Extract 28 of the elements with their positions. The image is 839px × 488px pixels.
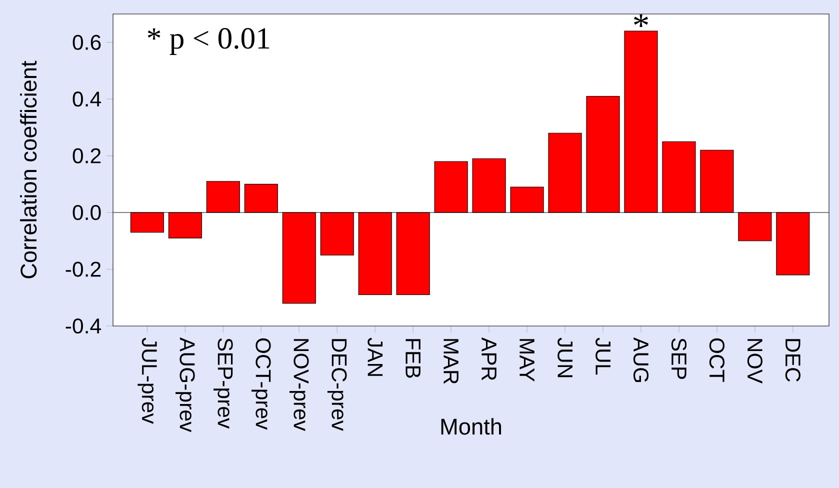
x-tick-label: DEC: [785, 339, 800, 382]
x-tick-label: SEP-prev: [213, 338, 233, 429]
y-tick-label: 0.2: [72, 148, 101, 164]
x-tick-label: AUG-prev: [176, 337, 195, 432]
x-tick-label: MAY: [520, 339, 534, 382]
y-tick-label: 0.4: [72, 92, 101, 107]
y-tick-label: -0.2: [66, 262, 101, 277]
x-tick-label: JUL: [596, 338, 610, 375]
x-tick-label: SEP: [671, 338, 687, 379]
y-tick-label: 0.0: [72, 204, 101, 220]
annotation: * p < 0.01: [148, 28, 270, 55]
x-tick-label: NOV-prev: [289, 339, 309, 431]
x-tick-label: APR: [482, 337, 496, 380]
x-tick-label: FEB: [406, 339, 420, 378]
x-tick-label: NOV: [747, 339, 762, 384]
annotation: *: [634, 14, 648, 28]
x-tick-label: OCT: [709, 338, 724, 382]
x-tick-label: DEC-prev: [327, 339, 347, 431]
y-axis-title: Correlation coefficient: [20, 60, 37, 278]
x-tick-label: OCT-prev: [251, 338, 271, 430]
x-tick-label: MAR: [444, 339, 458, 384]
x-tick-label: AUG: [633, 337, 649, 382]
x-tick-label: JAN: [368, 338, 383, 376]
x-tick-label: JUN: [558, 338, 572, 378]
x-axis-title: Month: [441, 418, 502, 435]
y-tick-label: 0.6: [72, 34, 101, 50]
y-tick-label: -0.4: [66, 318, 101, 334]
x-tick-label: JUL-prev: [138, 338, 157, 424]
